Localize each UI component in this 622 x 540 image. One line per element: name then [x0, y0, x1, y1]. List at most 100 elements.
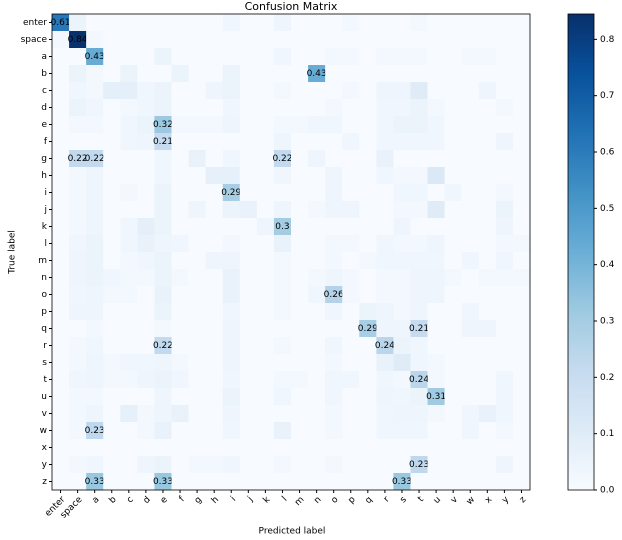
- cell: [461, 439, 480, 457]
- cell: [376, 320, 394, 338]
- cell: [410, 371, 428, 389]
- cell: [69, 201, 87, 219]
- cell: [359, 439, 377, 457]
- cell: [205, 82, 224, 100]
- cell: [273, 405, 292, 423]
- cell: [410, 14, 428, 32]
- cell: [239, 422, 258, 440]
- cell: [342, 405, 360, 423]
- cell: [308, 371, 326, 389]
- cell: [359, 473, 377, 491]
- cell: [103, 337, 121, 355]
- plot-frame: [51, 13, 531, 491]
- cell: [103, 286, 121, 304]
- cell: [359, 14, 377, 32]
- cell: [52, 269, 70, 287]
- cell: [86, 337, 104, 355]
- cell: [52, 133, 70, 151]
- cell: [86, 150, 104, 168]
- cell: [325, 201, 343, 219]
- cell: [393, 354, 411, 372]
- cell: [291, 65, 309, 83]
- cell: [188, 303, 206, 321]
- cell: [205, 269, 224, 287]
- cell: [342, 31, 360, 49]
- cell: [444, 184, 463, 202]
- cell: [393, 150, 411, 168]
- cell: [171, 184, 189, 202]
- cell: [461, 405, 480, 423]
- cell: [342, 320, 360, 338]
- cell: [69, 422, 87, 440]
- cell: [427, 184, 445, 202]
- cell: [171, 14, 189, 32]
- cell: [461, 167, 480, 185]
- cell: [154, 473, 172, 491]
- cell-label: 0.31: [426, 392, 446, 402]
- cell: [239, 218, 258, 236]
- cell: [410, 422, 428, 440]
- cell: [393, 252, 411, 270]
- cell: [205, 439, 224, 457]
- cell: [291, 456, 309, 474]
- cell: [103, 354, 121, 372]
- cell: [393, 48, 411, 66]
- cell: [461, 303, 480, 321]
- cell: [205, 184, 224, 202]
- cell: [478, 201, 497, 219]
- cell: [291, 201, 309, 219]
- cell: [376, 422, 394, 440]
- cell: [256, 201, 275, 219]
- cell: [52, 150, 70, 168]
- cell: [461, 48, 480, 66]
- cell: [410, 252, 428, 270]
- cell: [239, 150, 258, 168]
- x-tick-label: f: [178, 494, 188, 504]
- cell: [427, 422, 445, 440]
- cell: [461, 116, 480, 134]
- cell: [495, 201, 514, 219]
- cell: [273, 337, 292, 355]
- cell: [359, 303, 377, 321]
- cell: [393, 439, 411, 457]
- cell: [256, 82, 275, 100]
- cell: [120, 422, 138, 440]
- cell: [291, 473, 309, 491]
- cell: [239, 371, 258, 389]
- cell: [222, 167, 241, 185]
- cell: [495, 320, 514, 338]
- cell: [325, 31, 343, 49]
- colorbar-tick-label: 0.6: [600, 148, 615, 158]
- cell: [52, 286, 70, 304]
- cell: [222, 65, 241, 83]
- cell: [342, 473, 360, 491]
- cell: [444, 65, 463, 83]
- cell: [342, 99, 360, 117]
- x-tick-label: j: [246, 495, 256, 505]
- cell: [376, 388, 394, 406]
- colorbar-tick-label: 0.5: [600, 204, 614, 214]
- cell: [222, 405, 241, 423]
- cell-label: 0.22: [85, 154, 105, 164]
- cell: [69, 337, 87, 355]
- cell: [308, 337, 326, 355]
- cell: [410, 337, 428, 355]
- cell: [308, 286, 326, 304]
- cell: [239, 48, 258, 66]
- cell: [222, 439, 241, 457]
- cell: [137, 82, 155, 100]
- cell: [273, 388, 292, 406]
- cell: [137, 201, 155, 219]
- cell: [376, 82, 394, 100]
- cell: [120, 303, 138, 321]
- x-tick-label: a: [91, 495, 102, 506]
- cell: [325, 286, 343, 304]
- cell: [171, 150, 189, 168]
- cell: [205, 252, 224, 270]
- cell: [359, 201, 377, 219]
- cell: [86, 116, 104, 134]
- y-tick-label: u: [41, 392, 47, 402]
- cell: [205, 99, 224, 117]
- cell: [291, 14, 309, 32]
- cell: [376, 473, 394, 491]
